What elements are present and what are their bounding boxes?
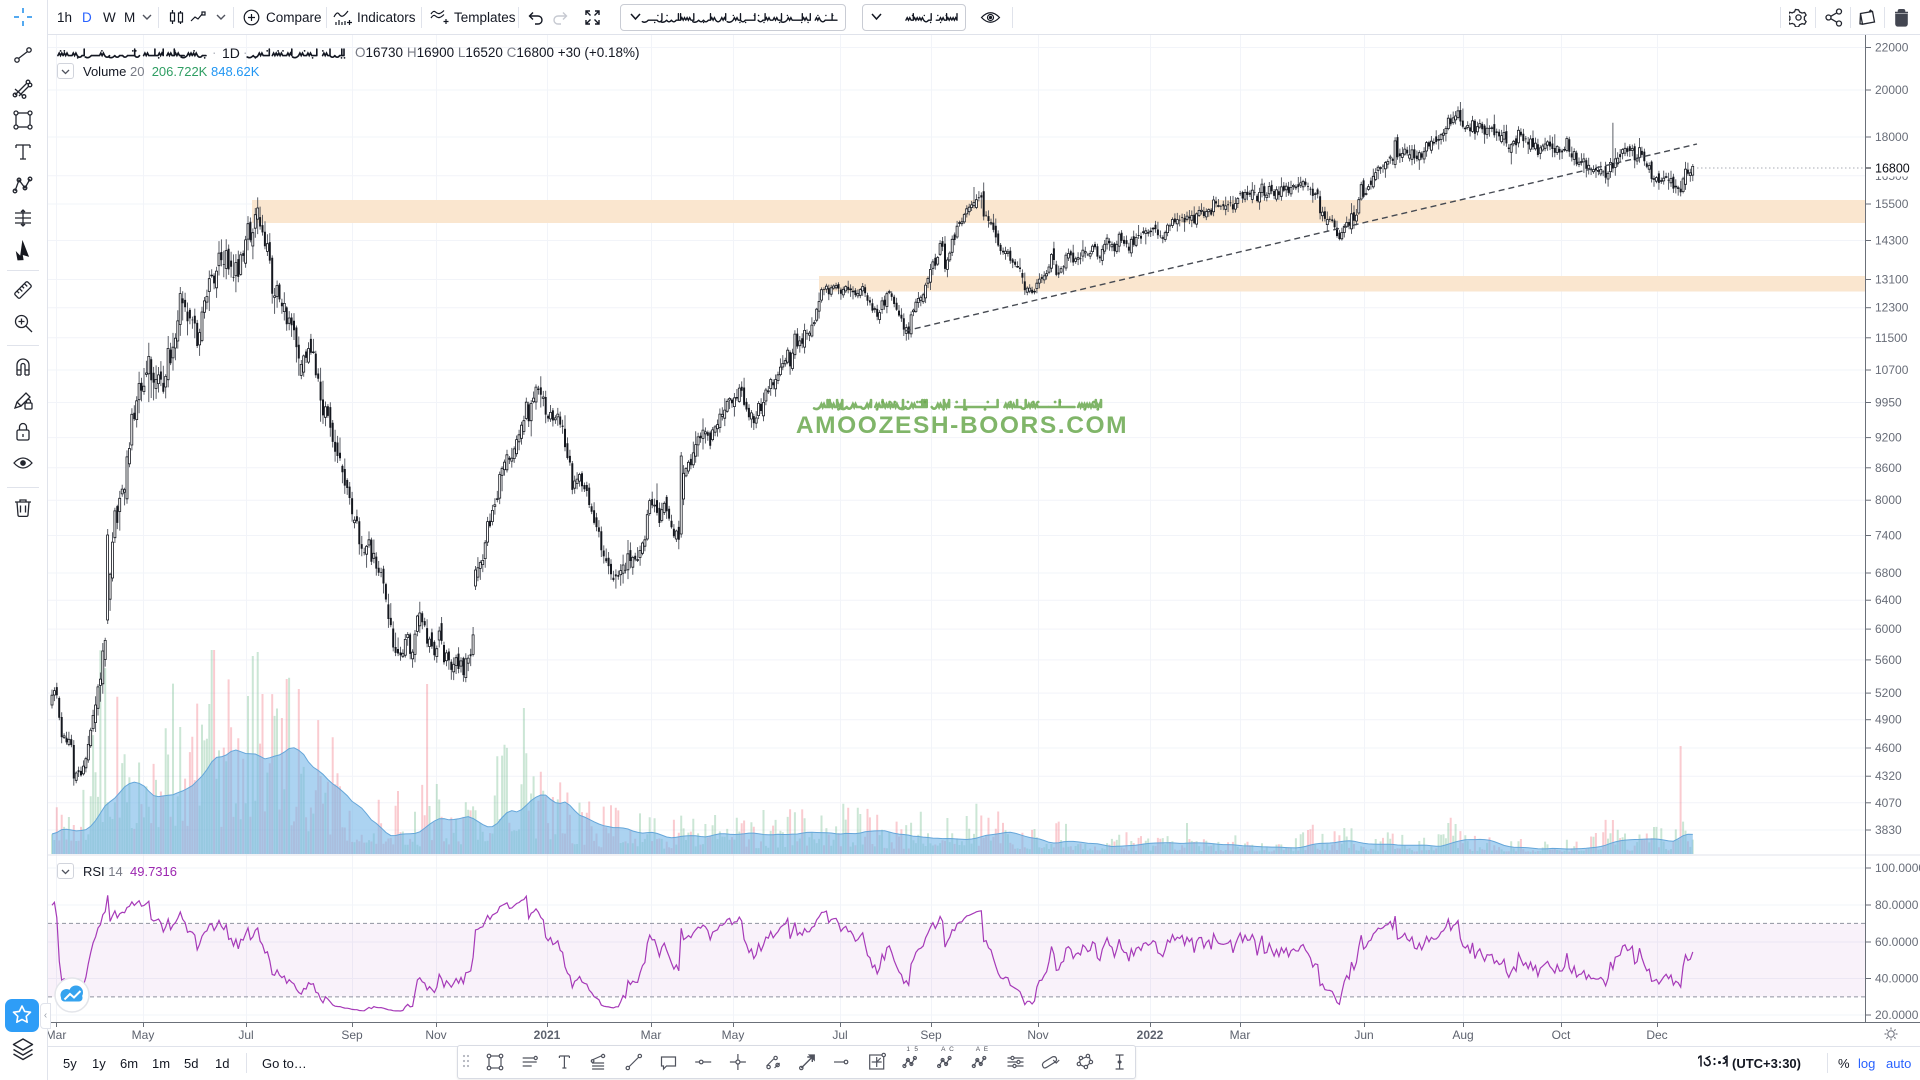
svg-text:AMOOZESH-BOORS.COM: AMOOZESH-BOORS.COM [796, 412, 1128, 439]
svg-text:Mar: Mar [46, 1028, 67, 1042]
svg-text:5600: 5600 [1875, 653, 1902, 667]
svg-text:22000: 22000 [1875, 41, 1909, 55]
svg-text:7400: 7400 [1875, 529, 1902, 543]
svg-text:4600: 4600 [1875, 741, 1902, 755]
svg-text:5200: 5200 [1875, 686, 1902, 700]
svg-text:20000: 20000 [1875, 83, 1909, 97]
svg-text:Sep: Sep [920, 1028, 942, 1042]
svg-text:4900: 4900 [1875, 713, 1902, 727]
svg-text:4070: 4070 [1875, 796, 1902, 810]
svg-text:C: C [949, 1046, 954, 1053]
svg-text:5: 5 [914, 1046, 918, 1053]
svg-text:6400: 6400 [1875, 593, 1902, 607]
svg-text:18000: 18000 [1875, 130, 1909, 144]
svg-text:A: A [941, 1046, 946, 1053]
svg-text:13100: 13100 [1875, 273, 1909, 287]
svg-text:E: E [984, 1046, 989, 1053]
svg-text:9200: 9200 [1875, 431, 1902, 445]
svg-text:Mar: Mar [641, 1028, 662, 1042]
svg-text:1: 1 [906, 1046, 910, 1053]
svg-text:15500: 15500 [1875, 197, 1909, 211]
svg-text:100.0000: 100.0000 [1875, 861, 1920, 875]
svg-text:Sep: Sep [341, 1028, 363, 1042]
svg-text:14300: 14300 [1875, 234, 1909, 248]
svg-text:Jun: Jun [1354, 1028, 1373, 1042]
svg-text:May: May [132, 1028, 155, 1042]
svg-text:A: A [976, 1046, 981, 1053]
svg-text:2022: 2022 [1137, 1028, 1164, 1042]
svg-text:20.0000: 20.0000 [1875, 1008, 1919, 1022]
svg-text:11500: 11500 [1875, 331, 1908, 345]
svg-text:Nov: Nov [1027, 1028, 1048, 1042]
svg-text:Jul: Jul [238, 1028, 253, 1042]
svg-text:8600: 8600 [1875, 461, 1902, 475]
svg-text:Dec: Dec [1646, 1028, 1667, 1042]
svg-text:12300: 12300 [1875, 301, 1909, 315]
svg-text:60.0000: 60.0000 [1875, 935, 1919, 949]
svg-text:Aug: Aug [1452, 1028, 1473, 1042]
svg-text:8000: 8000 [1875, 493, 1902, 507]
svg-text:10700: 10700 [1875, 363, 1909, 377]
svg-text:3830: 3830 [1875, 823, 1902, 837]
svg-text:Oct: Oct [1552, 1028, 1571, 1042]
svg-text:4320: 4320 [1875, 769, 1902, 783]
svg-text:Mar: Mar [1230, 1028, 1251, 1042]
svg-text:80.0000: 80.0000 [1875, 898, 1919, 912]
svg-text:6800: 6800 [1875, 566, 1902, 580]
svg-text:2021: 2021 [534, 1028, 561, 1042]
svg-text:May: May [722, 1028, 745, 1042]
svg-text:9950: 9950 [1875, 396, 1902, 410]
svg-text:Jul: Jul [832, 1028, 847, 1042]
svg-text:Nov: Nov [425, 1028, 446, 1042]
svg-text:40.0000: 40.0000 [1875, 972, 1919, 986]
svg-text:16800: 16800 [1875, 162, 1910, 176]
svg-text:6000: 6000 [1875, 622, 1902, 636]
